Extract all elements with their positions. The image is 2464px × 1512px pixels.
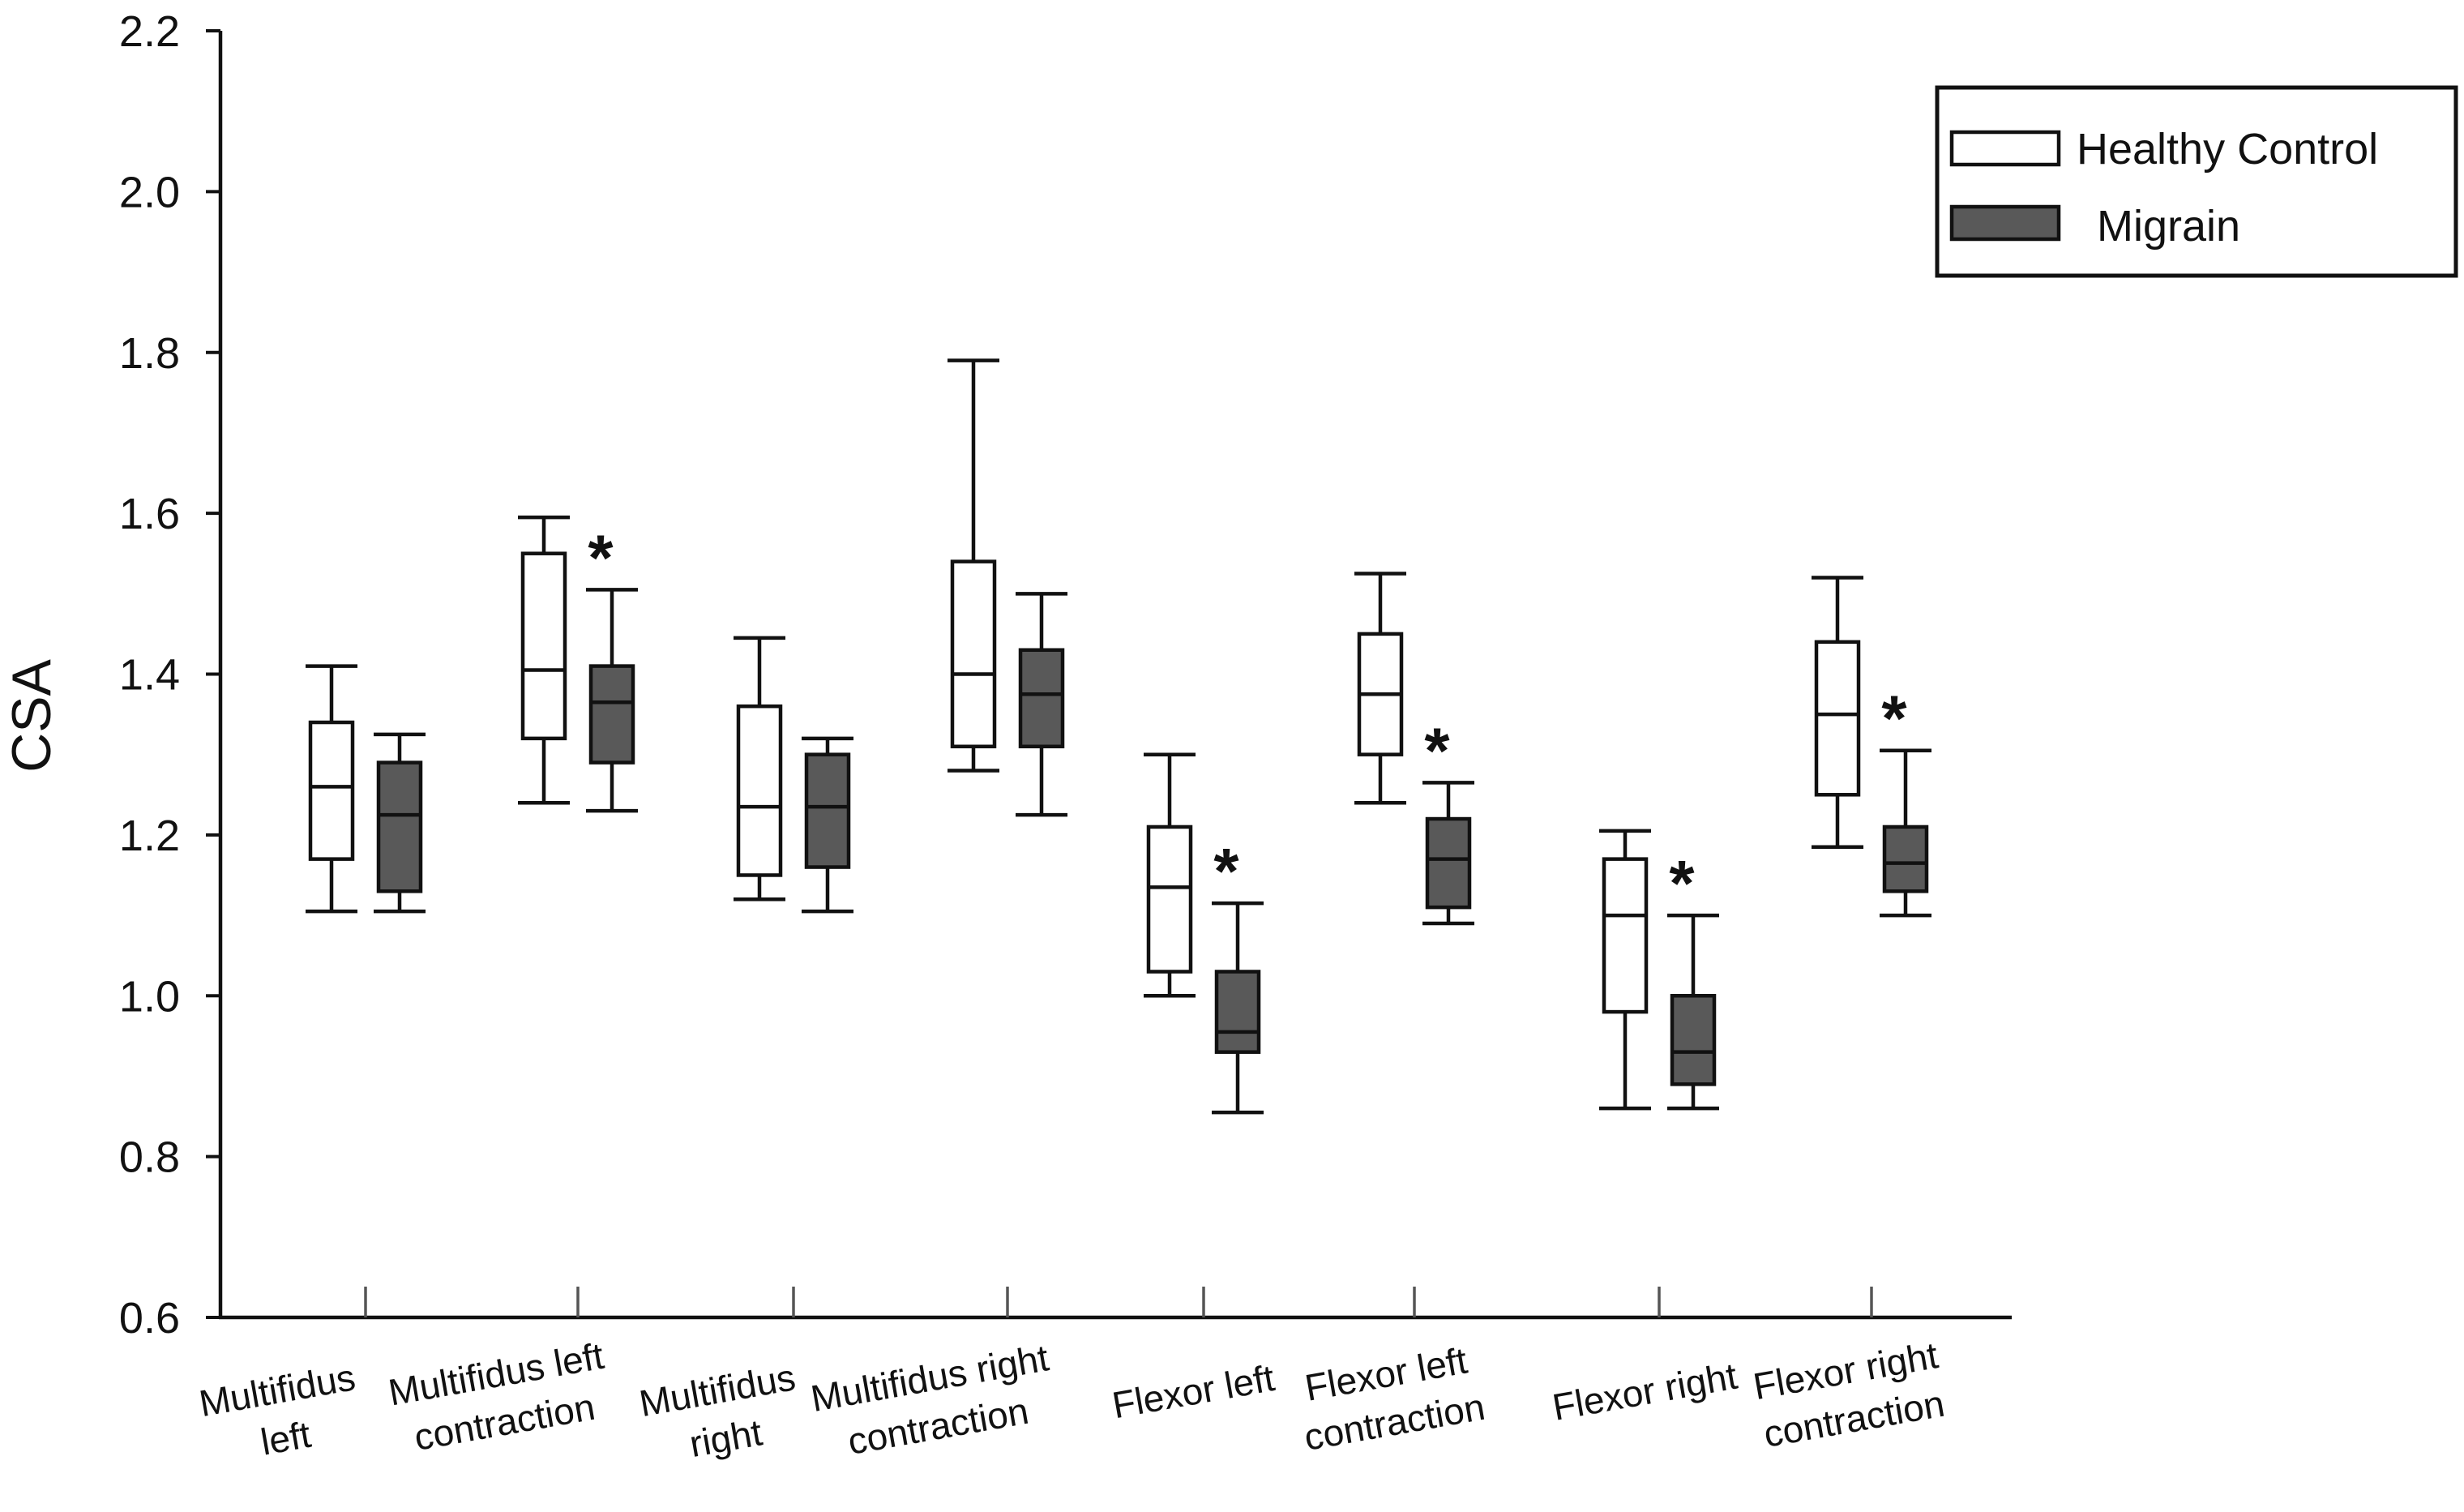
y-tick-label: 1.8 — [119, 329, 180, 378]
legend: Healthy Control Migrain — [1935, 85, 2458, 278]
healthy-control-box — [518, 515, 570, 805]
y-tick-label: 1.0 — [119, 972, 180, 1021]
boxes-layer — [306, 358, 1931, 1115]
y-tick-label: 0.8 — [119, 1133, 180, 1182]
x-category-label-line: Multifidus — [196, 1356, 358, 1424]
healthy-control-box — [948, 358, 999, 773]
axes-layer — [206, 29, 2012, 1320]
legend-label-migrain: Migrain — [2097, 202, 2240, 251]
healthy-control-box — [1144, 752, 1196, 998]
healthy-control-box — [1812, 576, 1863, 850]
healthy-control-box — [306, 664, 357, 914]
x-category-label-line: Flexor left — [1109, 1356, 1277, 1426]
x-category-label-line: left — [258, 1413, 314, 1463]
significance-marker: * — [588, 521, 614, 593]
migrain-box — [1016, 592, 1067, 817]
box-iqr — [376, 760, 423, 893]
box-iqr — [1602, 857, 1649, 1014]
significance-marker: * — [1669, 847, 1695, 919]
y-tick-label: 2.2 — [119, 7, 180, 56]
box-iqr — [1882, 825, 1929, 893]
box-iqr — [520, 551, 567, 741]
box-iqr — [1146, 825, 1193, 974]
migrain-box — [586, 588, 638, 813]
box-iqr — [588, 664, 635, 765]
y-tick-label: 1.4 — [119, 651, 180, 700]
x-category-label-line: Flexor right — [1549, 1355, 1740, 1428]
box-iqr — [1425, 816, 1472, 910]
box-iqr — [308, 720, 355, 861]
healthy-control-box — [1354, 572, 1406, 805]
migrain-box — [1880, 748, 1931, 918]
box-iqr — [736, 704, 783, 877]
y-tick-label: 1.6 — [119, 490, 180, 538]
x-category-label: Flexor left — [1109, 1356, 1277, 1426]
box-iqr — [1670, 994, 1717, 1086]
legend-label-healthy-control: Healthy Control — [2077, 125, 2378, 173]
significance-marker: * — [1881, 683, 1907, 755]
y-tick-label: 0.6 — [119, 1294, 180, 1343]
box-iqr — [950, 559, 997, 749]
legend-swatch-healthy-control — [1949, 130, 2061, 167]
migrain-box — [1212, 901, 1264, 1115]
x-category-label-line: Multifidus — [636, 1356, 798, 1424]
box-iqr — [1814, 640, 1861, 797]
healthy-control-box — [734, 636, 785, 902]
healthy-control-box — [1599, 829, 1651, 1111]
significance-marker: * — [1424, 714, 1450, 786]
x-category-label-line: right — [687, 1411, 765, 1465]
box-iqr — [804, 752, 851, 869]
box-iqr — [1018, 648, 1065, 749]
legend-swatch-migrain — [1949, 204, 2061, 242]
migrain-box — [1667, 913, 1719, 1111]
y-tick-label: 2.0 — [119, 168, 180, 216]
box-iqr — [1214, 970, 1261, 1054]
x-category-label: Flexor right — [1549, 1355, 1740, 1428]
migrain-box — [802, 736, 853, 914]
significance-marker: * — [1213, 835, 1239, 907]
y-axis-title: CSA — [1, 658, 62, 772]
legend-frame — [1935, 85, 2458, 278]
y-tick-label: 1.2 — [119, 812, 180, 860]
migrain-box — [1422, 781, 1474, 926]
migrain-box — [374, 732, 426, 914]
